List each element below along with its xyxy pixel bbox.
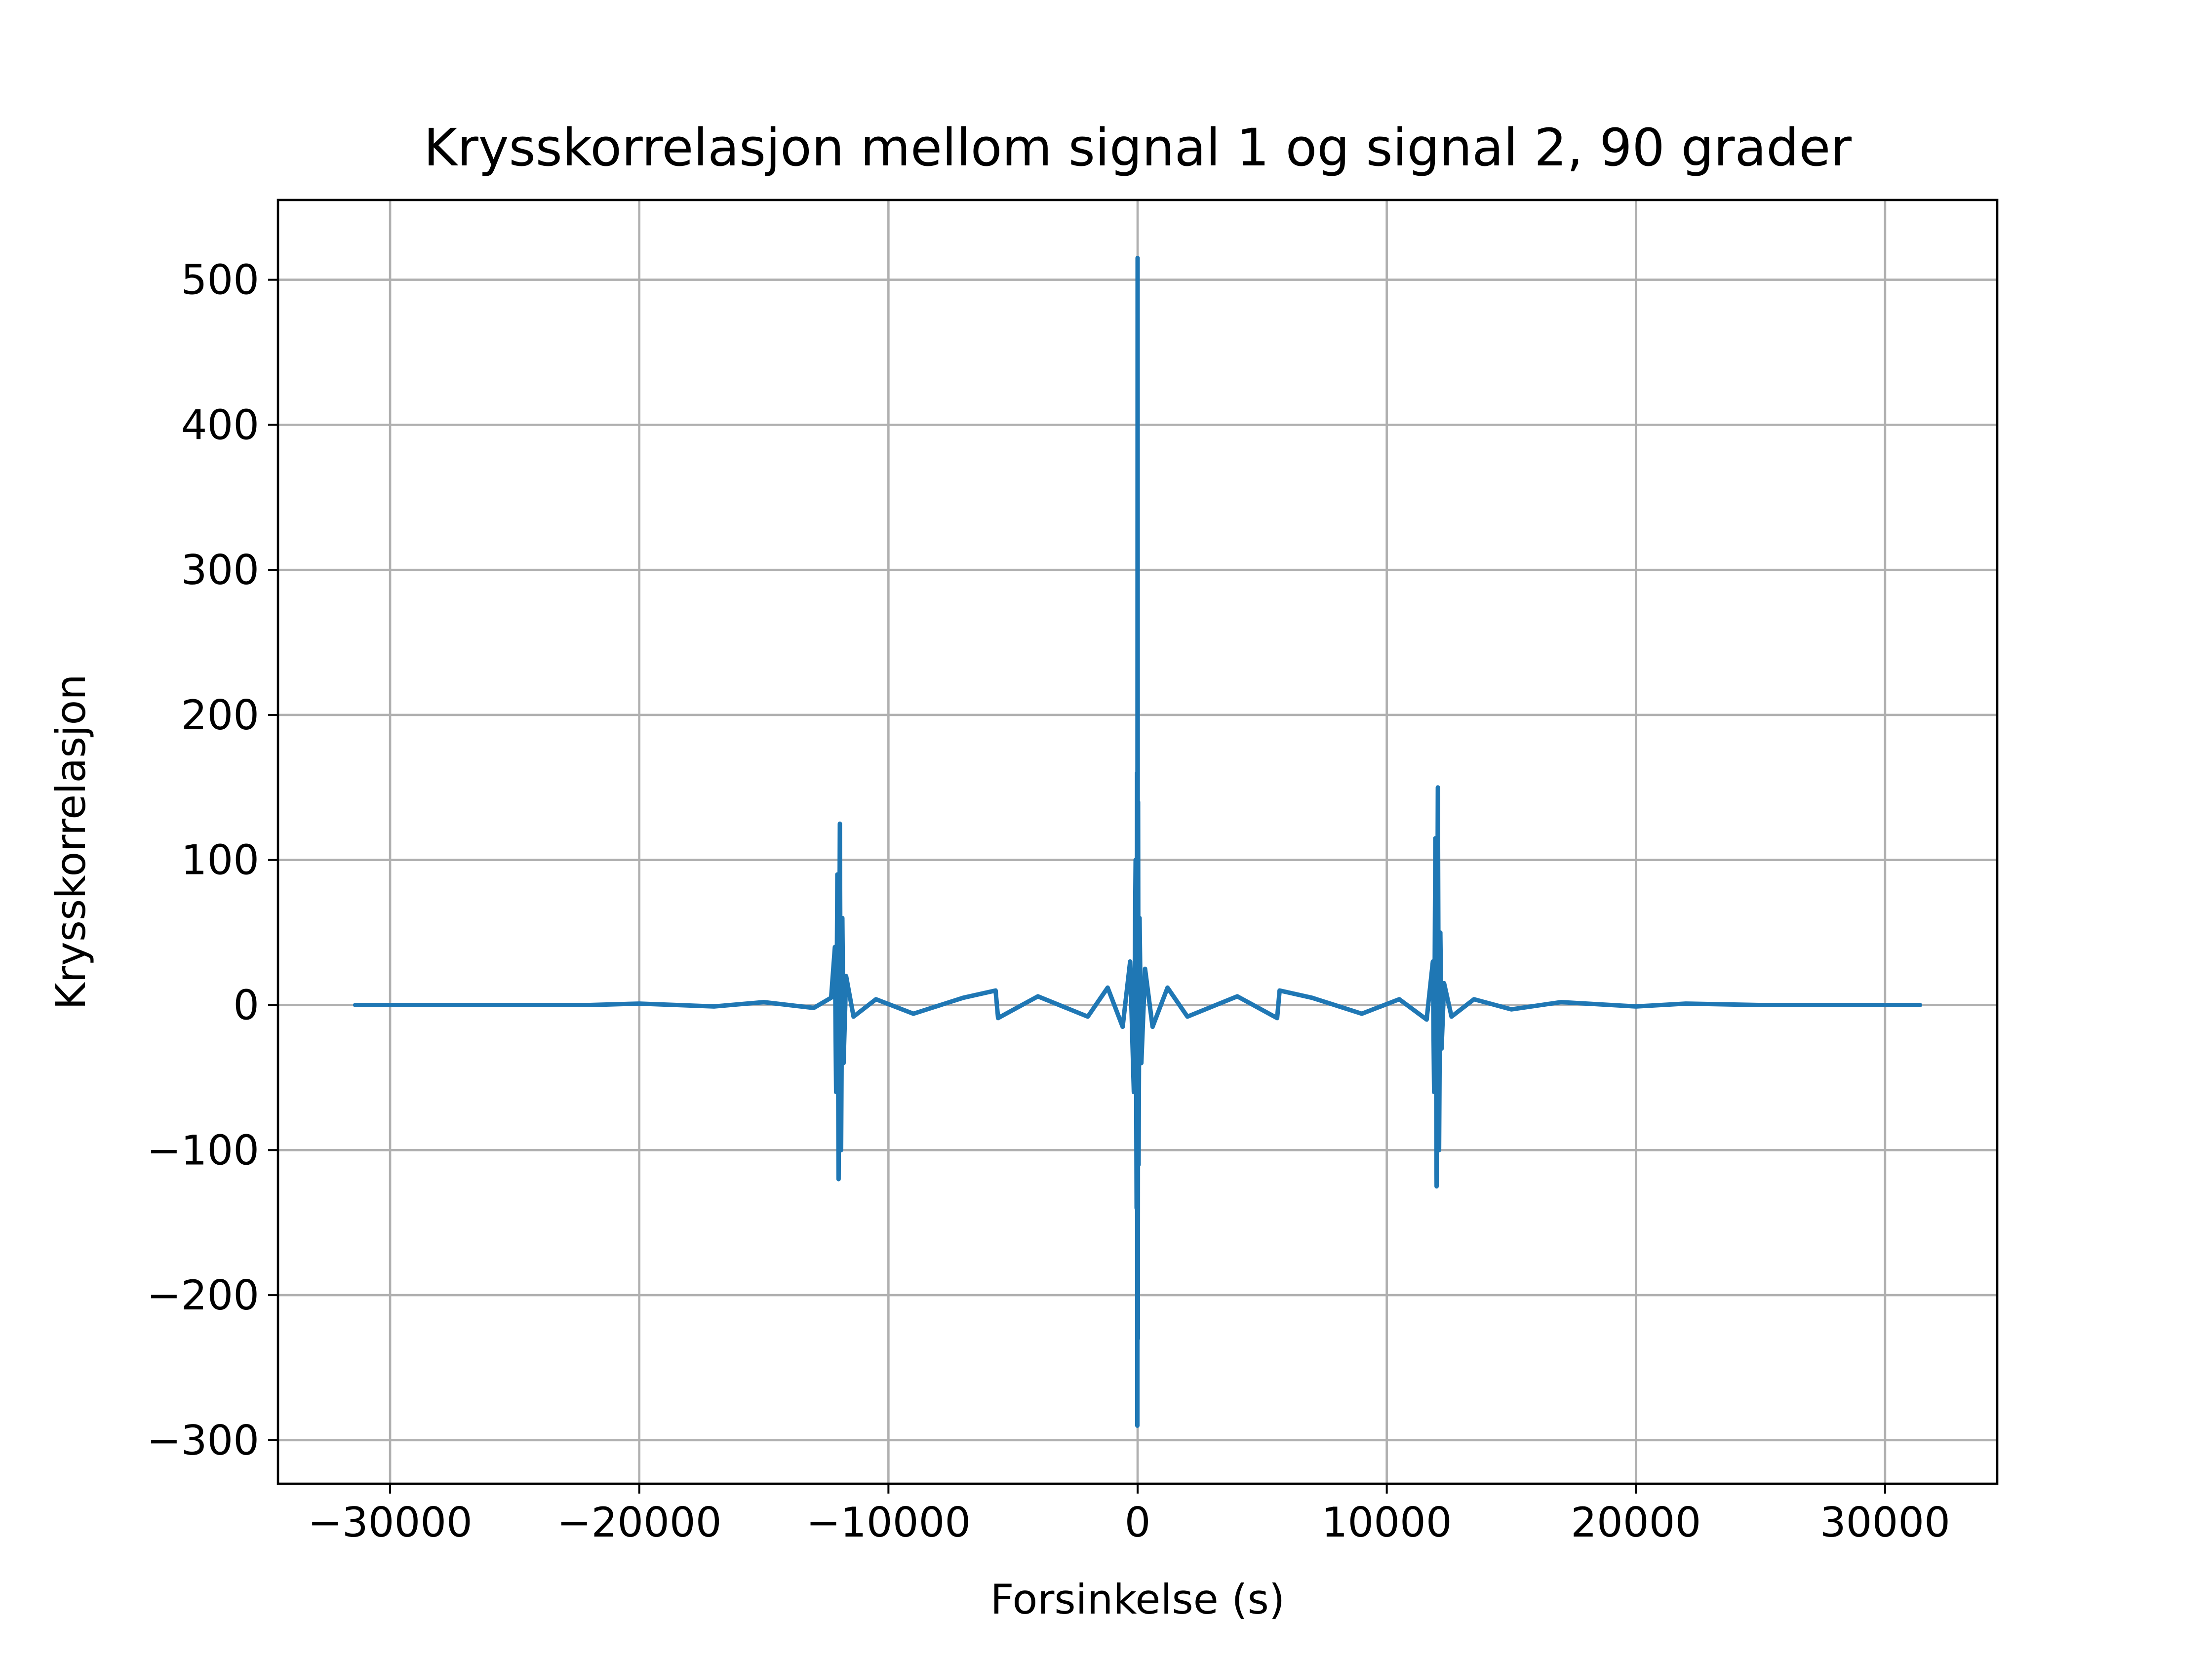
y-tick-label: −300 xyxy=(147,1417,259,1464)
x-axis: −30000 −20000 −10000 0 10000 20000 30000 xyxy=(308,1484,1950,1546)
x-tick-label: −30000 xyxy=(308,1499,473,1546)
x-tick-label: 30000 xyxy=(1820,1499,1950,1546)
y-tick-label: 400 xyxy=(181,401,259,449)
x-tick-label: 20000 xyxy=(1571,1499,1701,1546)
x-tick-label: −20000 xyxy=(557,1499,722,1546)
x-axis-label: Forsinkelse (s) xyxy=(990,1576,1285,1623)
y-tick-label: −200 xyxy=(147,1271,259,1319)
y-axis-label: Krysskorrelasjon xyxy=(47,674,95,1010)
y-tick-label: −100 xyxy=(147,1126,259,1174)
chart-title: Krysskorrelasjon mellom signal 1 og sign… xyxy=(424,118,1852,178)
y-tick-label: 100 xyxy=(181,836,259,884)
x-tick-label: −10000 xyxy=(806,1499,971,1546)
y-tick-label: 0 xyxy=(233,982,259,1029)
y-tick-label: 500 xyxy=(181,256,259,304)
series-layer xyxy=(353,256,1923,1428)
x-tick-label: 10000 xyxy=(1322,1499,1452,1546)
y-axis: −300 −200 −100 0 100 200 300 400 500 xyxy=(147,256,278,1464)
x-tick-label: 0 xyxy=(1125,1499,1151,1546)
y-tick-label: 300 xyxy=(181,546,259,594)
y-tick-label: 200 xyxy=(181,691,259,739)
series-line xyxy=(353,256,1923,1428)
